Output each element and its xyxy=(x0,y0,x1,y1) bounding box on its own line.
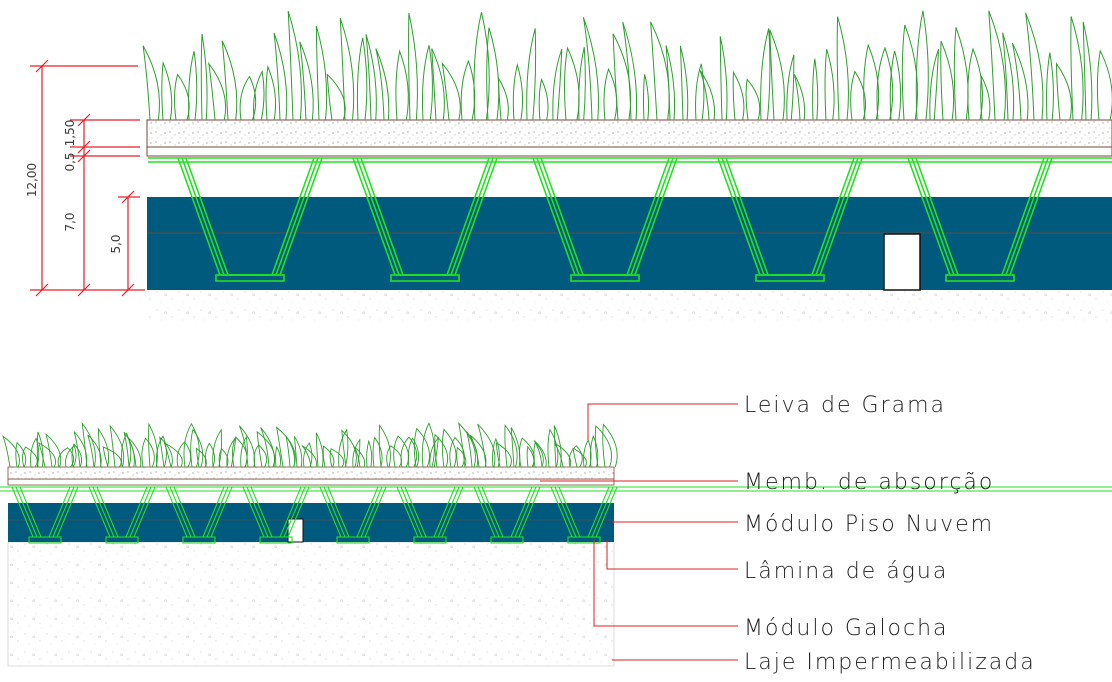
callout-water-layer: Lâmina de água xyxy=(744,559,948,584)
module-unit xyxy=(11,486,79,544)
module-unit xyxy=(165,486,233,544)
membrane-layer xyxy=(146,146,1112,157)
module-unit xyxy=(550,486,618,544)
dimension-lines xyxy=(30,59,145,297)
module-rail xyxy=(148,157,1112,163)
slab-layer xyxy=(147,290,1112,322)
callout-grass-sod: Leiva de Grama xyxy=(744,393,946,418)
dimension-turf: 1,50 xyxy=(63,120,77,147)
callout-absorption-membrane: Memb. de absorção xyxy=(744,470,994,495)
module-unit xyxy=(88,486,156,544)
module-unit xyxy=(319,486,387,544)
dimension-total: 12,00 xyxy=(25,163,39,197)
grass-blades-small xyxy=(2,421,618,468)
module-unit xyxy=(396,486,464,544)
callout-cloud-floor-module: Módulo Piso Nuvem xyxy=(744,512,994,537)
opening xyxy=(883,233,921,291)
dimension-module: 7,0 xyxy=(63,212,77,231)
dimension-water: 5,0 xyxy=(109,234,123,253)
turf-layer xyxy=(146,119,1112,148)
module-rail xyxy=(0,486,1112,492)
module-unit xyxy=(532,157,678,282)
module-unit xyxy=(242,486,310,544)
slab-layer-small xyxy=(7,541,615,667)
module-row xyxy=(148,157,1112,282)
module-unit xyxy=(717,157,863,282)
grass-blades xyxy=(142,10,1112,121)
dimension-membrane: 0,5 xyxy=(63,152,77,171)
module-unit xyxy=(352,157,498,282)
module-unit xyxy=(177,157,323,282)
section-detail-small: Leiva de Grama Memb. de absorção Módulo … xyxy=(0,393,1112,675)
callout-leaders xyxy=(540,403,738,661)
module-unit xyxy=(473,486,541,544)
module-row-small xyxy=(0,486,1112,544)
callout-waterproofed-slab: Laje Impermeabilizada xyxy=(744,650,1036,675)
module-unit xyxy=(907,157,1053,282)
section-detail-large: 12,00 1,50 0,5 7,0 5,0 xyxy=(25,10,1112,322)
callout-galocha-module: Módulo Galocha xyxy=(744,616,949,641)
